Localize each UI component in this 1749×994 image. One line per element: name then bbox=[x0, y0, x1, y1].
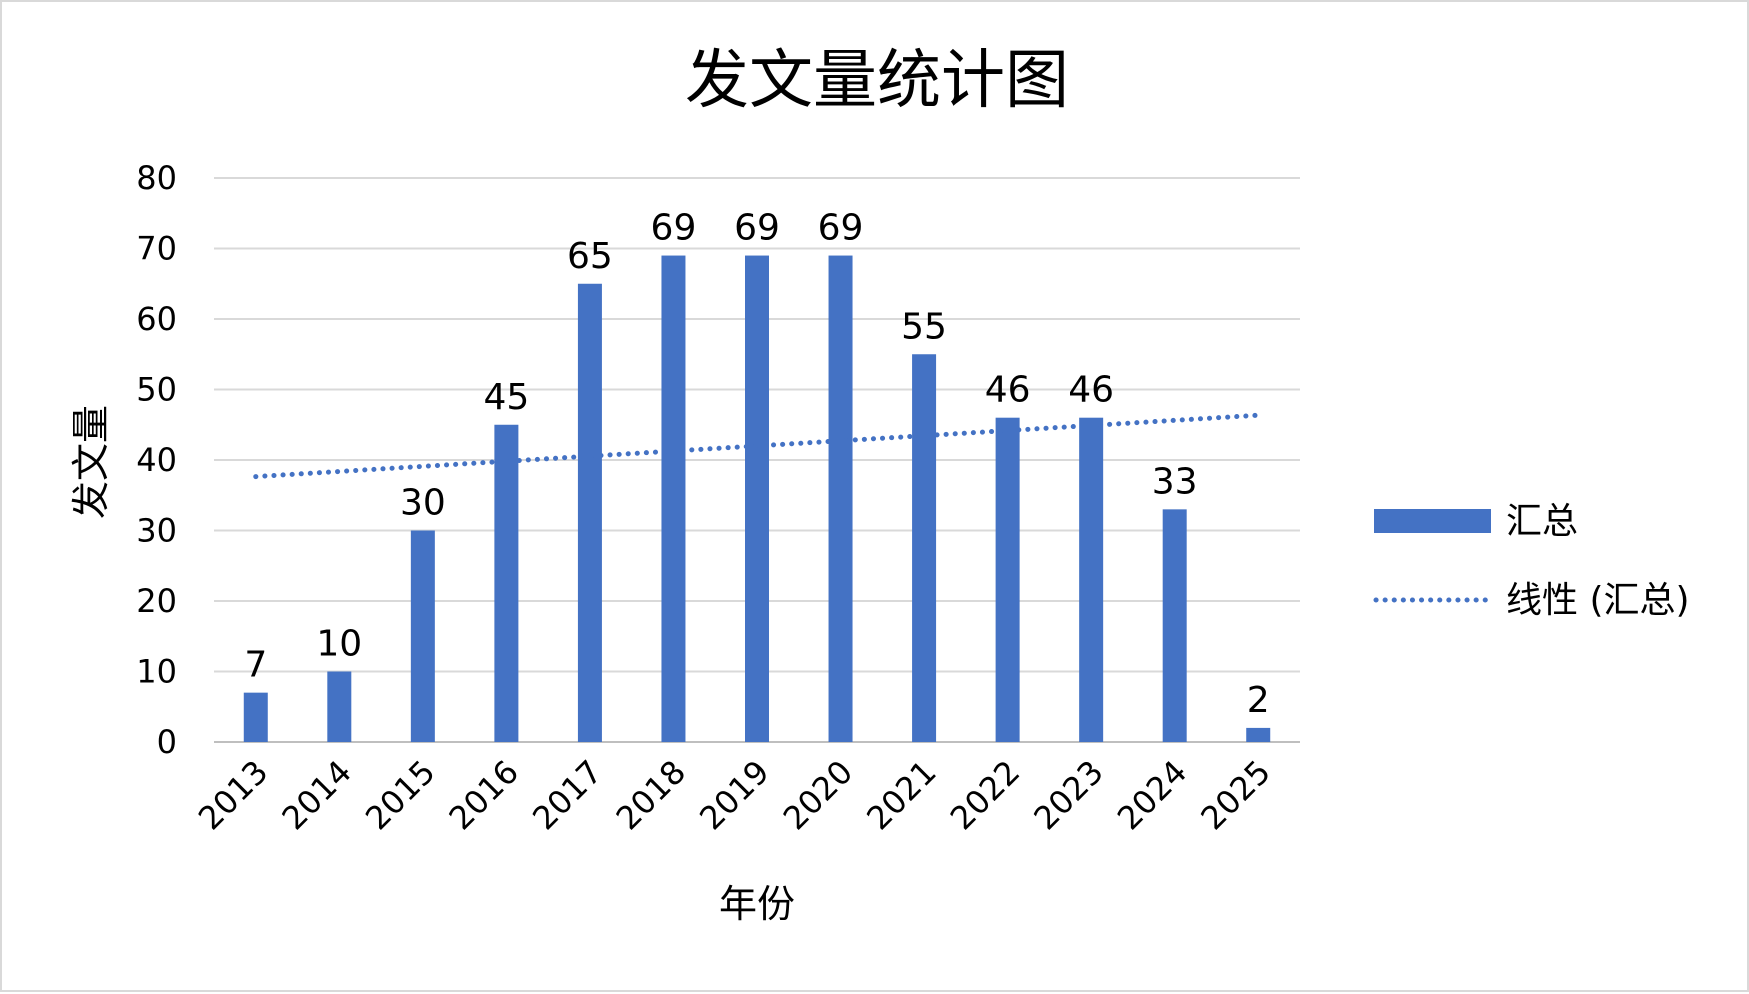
data-label: 69 bbox=[734, 208, 780, 249]
y-tick-label: 80 bbox=[136, 159, 177, 197]
bar bbox=[745, 255, 769, 743]
data-label: 10 bbox=[316, 624, 362, 665]
bar bbox=[661, 255, 686, 743]
data-labels: 7 10 30 45 65 69 69 69 55 46 46 33 2 bbox=[244, 208, 1269, 721]
y-axis-ticks: 0 10 20 30 40 50 60 70 80 bbox=[136, 159, 177, 761]
data-label: 46 bbox=[1068, 370, 1114, 411]
y-tick-label: 10 bbox=[136, 653, 177, 691]
x-tick-label: 2019 bbox=[692, 753, 776, 837]
y-tick-label: 0 bbox=[157, 723, 177, 761]
legend: 汇总 线性 (汇总) bbox=[1373, 501, 1690, 621]
bar-series bbox=[243, 255, 1271, 743]
y-axis-title: 发文量 bbox=[69, 405, 113, 519]
chart-title: 发文量统计图 bbox=[685, 44, 1069, 118]
x-axis-ticks: 2013 2014 2015 2016 2017 2018 2019 2020 2021 2022… bbox=[191, 753, 1278, 837]
y-tick-label: 30 bbox=[136, 512, 177, 550]
legend-bar-swatch bbox=[1374, 509, 1491, 533]
x-tick-label: 2023 bbox=[1026, 753, 1110, 837]
bar bbox=[410, 530, 435, 742]
x-tick-label: 2020 bbox=[776, 753, 860, 837]
bar bbox=[1079, 417, 1104, 742]
trendline bbox=[253, 412, 1261, 480]
data-label: 30 bbox=[400, 483, 446, 524]
legend-label-trendline: 线性 (汇总) bbox=[1506, 580, 1690, 621]
legend-label-series: 汇总 bbox=[1506, 501, 1578, 542]
trendline-path bbox=[253, 412, 1261, 480]
data-label: 45 bbox=[483, 377, 529, 418]
y-tick-label: 70 bbox=[136, 230, 177, 268]
y-tick-label: 20 bbox=[136, 582, 177, 620]
bar bbox=[912, 354, 937, 742]
bar bbox=[577, 283, 602, 742]
bar bbox=[494, 424, 519, 742]
x-tick-label: 2024 bbox=[1110, 753, 1194, 837]
x-tick-label: 2025 bbox=[1193, 753, 1277, 837]
x-tick-label: 2021 bbox=[859, 753, 943, 837]
x-tick-label: 2015 bbox=[358, 753, 442, 837]
x-tick-label: 2022 bbox=[943, 753, 1027, 837]
bar bbox=[327, 671, 352, 742]
data-label: 46 bbox=[985, 370, 1031, 411]
data-label: 2 bbox=[1247, 680, 1270, 721]
x-tick-label: 2016 bbox=[442, 753, 526, 837]
bar bbox=[1246, 727, 1271, 742]
data-label: 69 bbox=[818, 208, 864, 249]
y-tick-label: 50 bbox=[136, 371, 177, 409]
x-axis-title: 年份 bbox=[719, 882, 795, 926]
bar bbox=[995, 417, 1020, 742]
data-label: 65 bbox=[567, 236, 613, 277]
x-tick-label: 2018 bbox=[609, 753, 693, 837]
data-label: 7 bbox=[244, 645, 267, 686]
bar bbox=[828, 255, 853, 743]
bar bbox=[243, 692, 268, 742]
data-label: 33 bbox=[1152, 461, 1198, 502]
x-tick-label: 2013 bbox=[191, 753, 275, 837]
y-tick-label: 40 bbox=[136, 441, 177, 479]
x-tick-label: 2014 bbox=[275, 753, 359, 837]
x-tick-label: 2017 bbox=[525, 753, 609, 837]
y-tick-label: 60 bbox=[136, 300, 177, 338]
bar bbox=[1162, 509, 1187, 742]
data-label: 69 bbox=[651, 208, 697, 249]
data-label: 55 bbox=[901, 306, 947, 347]
